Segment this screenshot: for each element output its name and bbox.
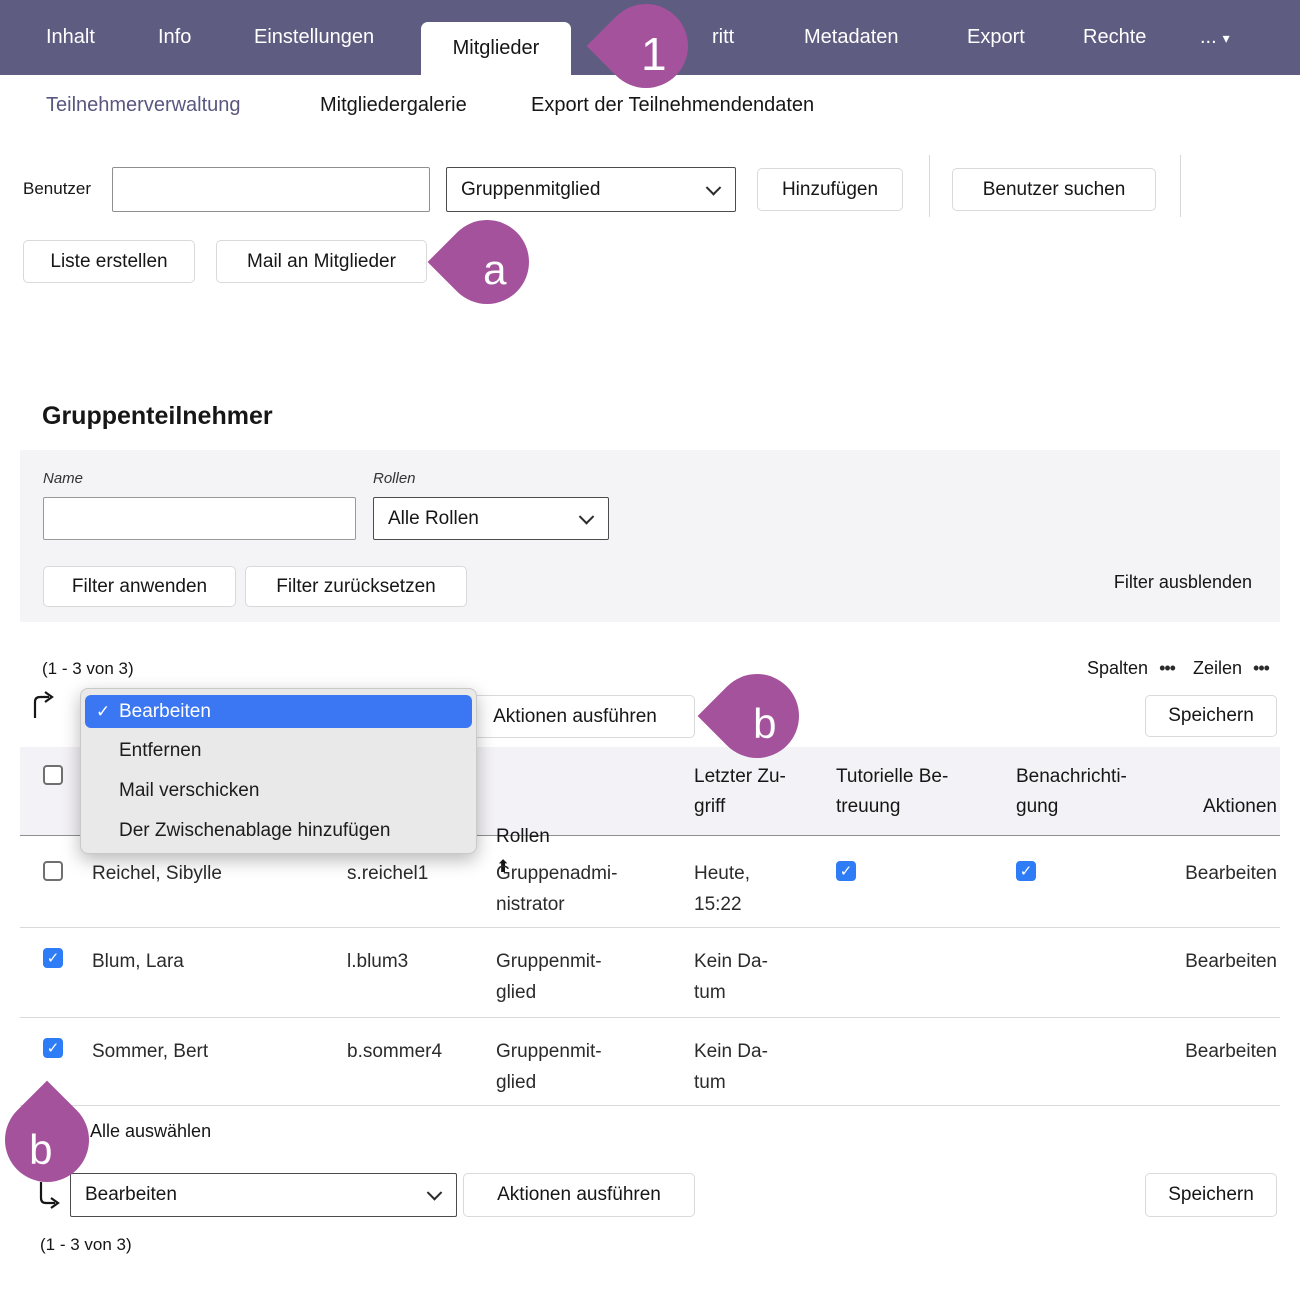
menu-item-entfernen[interactable]: Entfernen <box>119 740 202 761</box>
role-select[interactable]: Gruppenmitglied <box>446 167 736 212</box>
bottom-action-select-value: Bearbeiten <box>85 1184 177 1205</box>
benutzer-input[interactable] <box>112 167 430 212</box>
table-bottom-divider <box>20 1105 1280 1106</box>
liste-erstellen-button[interactable]: Liste erstellen <box>23 240 195 283</box>
tab-inhalt[interactable]: Inhalt <box>46 26 95 48</box>
select-above-arrow-icon <box>33 691 54 718</box>
result-count-top: (1 - 3 von 3) <box>42 659 134 678</box>
tab-rechte[interactable]: Rechte <box>1083 26 1147 48</box>
filter-rollen-value: Alle Rollen <box>388 507 479 529</box>
column-header-aktionen: Aktionen <box>1203 796 1277 817</box>
check-icon: ✓ <box>96 701 111 721</box>
cell-name: Sommer, Bert <box>92 1041 209 1062</box>
filter-rollen-label: Rollen <box>373 470 416 487</box>
tab-info[interactable]: Info <box>158 26 192 48</box>
cell-name: Reichel, Sibylle <box>92 863 222 884</box>
chevron-down-icon <box>426 1185 443 1201</box>
row-action-bearbeiten[interactable]: Bearbeiten <box>1185 1041 1277 1062</box>
cell-letzter-zugriff: Heute, 15:22 <box>694 863 750 915</box>
cell-login: b.sommer4 <box>347 1041 443 1062</box>
filter-anwenden-button[interactable]: Filter anwenden <box>43 566 236 607</box>
row-checkbox[interactable]: ✓ <box>43 948 63 968</box>
divider <box>929 155 930 217</box>
mail-an-mitglieder-button[interactable]: Mail an Mitglieder <box>216 240 427 283</box>
ellipsis-icon: ••• <box>1159 658 1176 678</box>
overflow-label: ... <box>1200 26 1217 48</box>
annotation-label: 1 <box>641 28 667 80</box>
role-select-value: Gruppenmitglied <box>461 178 601 200</box>
benachrichtigung-checkbox[interactable]: ✓ <box>1016 861 1036 881</box>
column-header-benachrichtigung[interactable]: Benachrichti- gung <box>1016 766 1127 817</box>
spalten-label: Spalten <box>1087 658 1149 678</box>
annotation-pin-a: a <box>427 202 547 322</box>
actions-dropdown-menu: ✓ Bearbeiten Entfernen Mail verschicken … <box>80 688 477 854</box>
divider <box>1180 155 1181 217</box>
tab-einstellungen[interactable]: Einstellungen <box>254 26 375 48</box>
annotation-label: b <box>29 1125 53 1173</box>
menu-item-bearbeiten[interactable]: ✓ Bearbeiten <box>85 695 472 728</box>
chevron-down-icon <box>578 508 595 525</box>
tab-lernfortschritt-partial[interactable]: ritt <box>712 26 735 48</box>
alle-auswaehlen-label[interactable]: Alle auswählen <box>90 1121 212 1141</box>
row-checkbox[interactable]: ✓ <box>43 861 63 881</box>
hinzufuegen-button[interactable]: Hinzufügen <box>757 168 903 211</box>
filter-ausblenden-link[interactable]: Filter ausblenden <box>1113 572 1252 592</box>
bottom-action-select[interactable]: Bearbeiten <box>70 1173 457 1217</box>
tab-overflow-menu[interactable]: ... ▾ <box>1200 0 1230 75</box>
filter-zuruecksetzen-button[interactable]: Filter zurücksetzen <box>245 566 467 607</box>
row-action-bearbeiten[interactable]: Bearbeiten <box>1185 863 1277 884</box>
column-header-label: Rollen <box>496 826 550 847</box>
speichern-button-bottom[interactable]: Speichern <box>1145 1173 1277 1217</box>
cell-letzter-zugriff: Kein Da- tum <box>694 1041 768 1093</box>
zeilen-control[interactable]: Zeilen ••• <box>1193 658 1270 679</box>
filter-name-input[interactable] <box>43 497 356 540</box>
filter-rollen-select[interactable]: Alle Rollen <box>373 497 609 540</box>
tutorielle-checkbox[interactable]: ✓ <box>836 861 856 881</box>
row-action-bearbeiten[interactable]: Bearbeiten <box>1185 951 1277 972</box>
select-all-checkbox[interactable]: ✓ <box>43 765 63 785</box>
chevron-down-icon <box>705 179 722 196</box>
benutzer-label: Benutzer <box>23 179 92 198</box>
cell-name: Blum, Lara <box>92 951 184 972</box>
column-header-rollen[interactable]: Rollen ⬆ <box>496 792 550 882</box>
filter-name-label: Name <box>43 470 84 487</box>
result-count-bottom: (1 - 3 von 3) <box>40 1235 132 1254</box>
aktionen-ausfuehren-button-bottom[interactable]: Aktionen ausführen <box>463 1173 695 1217</box>
benutzer-suchen-button[interactable]: Benutzer suchen <box>952 168 1156 211</box>
subtab-export-teilnehmendendaten[interactable]: Export der Teilnehmendendaten <box>531 94 815 116</box>
menu-item-label: Bearbeiten <box>119 700 211 722</box>
zeilen-label: Zeilen <box>1193 658 1243 678</box>
column-header-tutorielle[interactable]: Tutorielle Be- treuung <box>836 766 949 817</box>
cell-login: l.blum3 <box>347 951 409 972</box>
cell-rollen: Gruppenmit- glied <box>496 1041 602 1093</box>
aktionen-ausfuehren-button-top[interactable]: Aktionen ausführen <box>455 695 695 738</box>
menu-item-zwischenablage[interactable]: Der Zwischenablage hinzufügen <box>119 820 391 841</box>
section-heading: Gruppenteilnehmer <box>42 402 273 430</box>
spalten-control[interactable]: Spalten ••• <box>1087 658 1176 679</box>
subtab-teilnehmerverwaltung[interactable]: Teilnehmerverwaltung <box>46 94 241 116</box>
tab-export[interactable]: Export <box>967 26 1025 48</box>
tab-mitglieder-active[interactable]: Mitglieder <box>421 22 571 75</box>
row-divider <box>20 927 1280 928</box>
annotation-label: a <box>483 246 507 294</box>
chevron-down-icon: ▾ <box>1222 30 1230 46</box>
menu-item-mail-verschicken[interactable]: Mail verschicken <box>119 780 260 801</box>
cell-rollen: Gruppenadmi- nistrator <box>496 863 618 915</box>
column-header-letzter-zugriff[interactable]: Letzter Zu- griff <box>694 766 786 817</box>
select-below-arrow-icon <box>39 1182 60 1209</box>
cell-login: s.reichel1 <box>347 863 429 884</box>
tab-metadaten[interactable]: Metadaten <box>804 26 899 48</box>
row-divider <box>20 1017 1280 1018</box>
annotation-label: b <box>753 700 777 748</box>
cell-rollen: Gruppenmit- glied <box>496 951 602 1003</box>
filter-panel: Name Rollen Alle Rollen Filter anwenden … <box>20 450 1280 622</box>
row-checkbox[interactable]: ✓ <box>43 1038 63 1058</box>
sort-ascending-icon: ⬆ <box>496 857 511 876</box>
speichern-button-top[interactable]: Speichern <box>1145 695 1277 737</box>
subtab-mitgliedergalerie[interactable]: Mitgliedergalerie <box>320 94 467 116</box>
cell-letzter-zugriff: Kein Da- tum <box>694 951 768 1003</box>
ellipsis-icon: ••• <box>1253 658 1270 678</box>
